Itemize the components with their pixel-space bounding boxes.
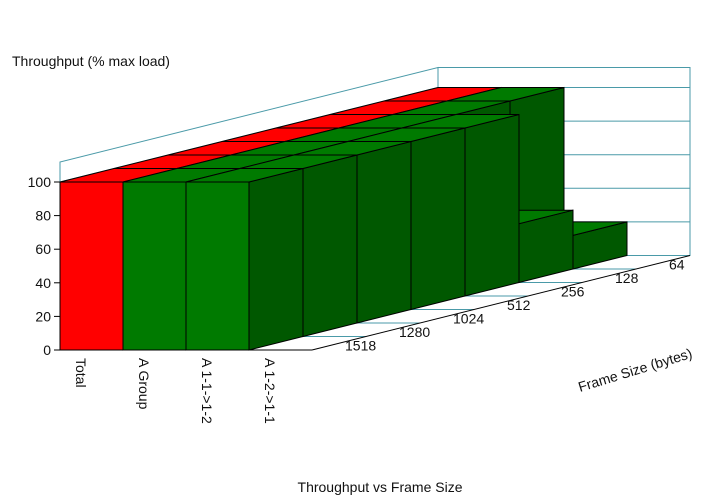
z-axis-title: Frame Size (bytes): [576, 345, 694, 395]
frame-size-label: 1280: [399, 324, 430, 340]
bar-side: [410, 127, 466, 311]
y-axis-title: Throughput (% max load): [12, 53, 170, 69]
bar-side: [248, 167, 304, 351]
frame-size-label: 1024: [453, 310, 484, 326]
y-tick-label: 20: [35, 308, 51, 324]
category-label: A 1-2->1-1: [262, 358, 278, 424]
category-label: A 1-1->1-2: [199, 358, 215, 424]
chart-bars: [59, 86, 628, 351]
frame-size-label: 256: [561, 283, 585, 299]
frame-size-axis: 1518 1280 1024 512 256 128 64: [345, 256, 685, 353]
y-tick-label: 40: [35, 275, 51, 291]
frame-size-label: 128: [615, 270, 639, 286]
bar: [185, 167, 304, 351]
bar-front: [59, 181, 124, 351]
bar-side: [464, 113, 520, 297]
floor-edge: [311, 255, 691, 351]
category-label: Total: [73, 358, 89, 388]
y-axis: 0 20 40 60 80 100: [28, 174, 61, 358]
frame-size-label: 1518: [345, 337, 376, 353]
chart-title: Throughput vs Frame Size: [298, 479, 463, 495]
frame-size-label: 64: [669, 256, 685, 272]
y-tick-label: 80: [35, 208, 51, 224]
frame-size-label: 512: [507, 297, 531, 313]
y-tick-label: 0: [43, 342, 51, 358]
bar-side: [302, 154, 358, 338]
bar-front: [122, 181, 187, 351]
bar-front: [185, 181, 250, 351]
y-tick-label: 60: [35, 241, 51, 257]
category-label: A Group: [136, 358, 152, 410]
category-axis: Total A Group A 1-1->1-2 A 1-2->1-1: [60, 349, 312, 424]
y-tick-label: 100: [28, 174, 52, 190]
bar-side: [356, 140, 412, 324]
